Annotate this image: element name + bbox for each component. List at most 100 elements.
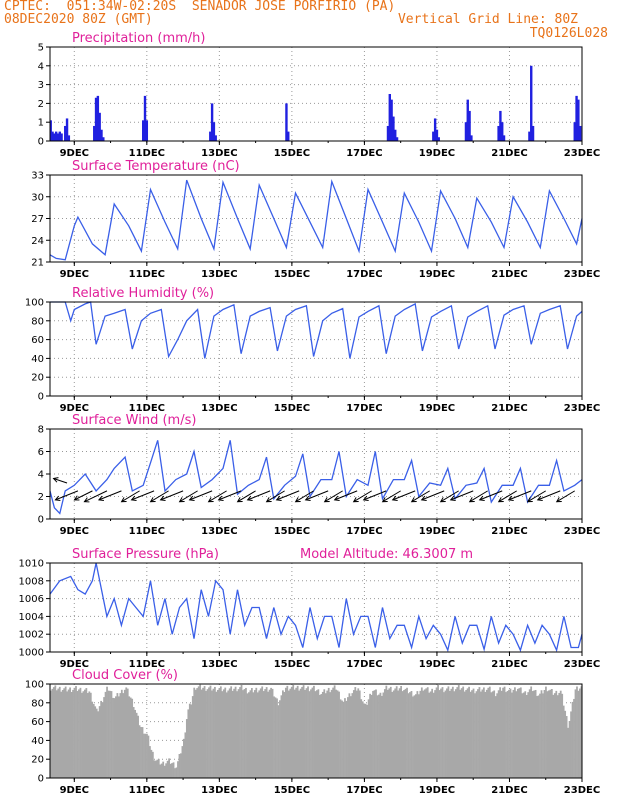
wind-arrow (98, 490, 122, 501)
wind-arrow (84, 490, 108, 503)
precip-bar (93, 125, 96, 141)
cloud-bar (416, 691, 419, 778)
wind-arrow-head (159, 495, 166, 501)
cloud-bar (58, 686, 61, 778)
cloud-bar (511, 692, 513, 778)
wind-arrow (324, 490, 343, 503)
cloud-bar (125, 687, 128, 778)
cloud-bar (330, 689, 333, 778)
cloud-bar (298, 690, 301, 778)
cloud-bar (212, 688, 215, 778)
x-tick-label: 9DEC (60, 269, 89, 280)
cloud-bar (363, 703, 366, 778)
wind-arrow-head (217, 495, 224, 501)
cloud-bar (194, 689, 197, 778)
cloud-bar (292, 684, 295, 778)
cloud-bar (456, 687, 459, 778)
cloud-bar (354, 687, 357, 778)
wind-arrow-head (536, 495, 543, 501)
y-tick-label: 100 (25, 298, 44, 309)
panel-title: Cloud Cover (%) (72, 668, 178, 683)
cloud-bar (327, 687, 330, 778)
cloud-bar (202, 687, 204, 778)
y-tick-label: 2 (38, 99, 44, 110)
cloud-bar (259, 688, 262, 778)
cloud-bar (276, 698, 278, 778)
cloud-bar (519, 687, 522, 778)
x-tick-label: 17DEC (346, 269, 382, 280)
cloud-bar (487, 687, 490, 778)
cloud-bar (129, 697, 132, 778)
cloud-bar (185, 719, 188, 778)
cloud-bar (425, 688, 428, 778)
cloud-bar (451, 686, 454, 778)
wind-arrow-head (333, 495, 340, 501)
x-tick-label: 21DEC (491, 526, 527, 537)
cloud-bar (126, 688, 129, 778)
cloud-bar (441, 687, 444, 778)
y-tick-label: 0 (38, 392, 44, 403)
cloud-bar (321, 691, 324, 778)
cloud-bar (540, 690, 543, 778)
cloud-bar (169, 763, 172, 778)
precip-bar (528, 131, 531, 141)
series-line (50, 301, 583, 359)
cloud-bar (151, 751, 154, 778)
cloud-bar (324, 693, 327, 778)
cloud-bar (406, 687, 408, 778)
cloud-bar (236, 691, 238, 778)
x-tick-label: 9DEC (60, 526, 89, 537)
cloud-bar (160, 763, 163, 778)
wind-arrow (382, 490, 401, 503)
wind-arrow (450, 490, 474, 501)
cloud-bar (92, 704, 95, 778)
cloud-bar (457, 685, 460, 778)
cloud-bar (527, 692, 530, 778)
precip-bar (395, 137, 399, 141)
wind-arrow-head (304, 495, 311, 501)
wind-arrow (479, 490, 503, 501)
wind-arrow (498, 490, 517, 503)
x-tick-label: 13DEC (201, 785, 237, 796)
cloud-bar (233, 688, 236, 778)
cloud-bar (344, 698, 346, 778)
cloud-bar (549, 689, 552, 778)
wind-arrow (74, 490, 93, 501)
cloud-bar (333, 685, 336, 778)
wind-arrow-head (275, 495, 282, 501)
cloud-bar (171, 763, 173, 778)
cloud-bar (351, 693, 354, 778)
cloud-bar (465, 689, 468, 778)
cloud-bar (466, 688, 469, 778)
cloud-bar (397, 690, 400, 778)
cloud-bar (531, 691, 534, 778)
series-line (49, 178, 583, 261)
cloud-bar (422, 690, 425, 778)
cloud-bar (162, 761, 165, 778)
cloud-bar (75, 686, 77, 778)
precip-bar (58, 131, 61, 141)
x-tick-label: 13DEC (201, 526, 237, 537)
cloud-bar (265, 687, 268, 778)
cloud-bar (180, 753, 182, 778)
cloud-bar (203, 686, 206, 778)
cloud-bar (215, 691, 218, 778)
cloud-bar (153, 760, 156, 778)
cloud-bar (481, 689, 484, 778)
cloud-bar (385, 685, 388, 778)
cloud-bar (128, 696, 131, 778)
precip-bar (466, 99, 469, 141)
cloud-bar (119, 693, 122, 778)
y-tick-label: 6 (38, 447, 44, 458)
cloud-bar (132, 707, 135, 778)
cloud-bar (245, 687, 247, 778)
wind-arrow-head (73, 495, 80, 501)
cloud-bar (240, 685, 243, 778)
cloud-bar (469, 691, 472, 778)
cloud-bar (376, 695, 379, 778)
cloud-bar (431, 688, 434, 778)
cloud-bar (545, 686, 547, 778)
cloud-bar (357, 688, 360, 778)
cloud-bar (522, 692, 525, 778)
precip-bar (437, 137, 440, 141)
